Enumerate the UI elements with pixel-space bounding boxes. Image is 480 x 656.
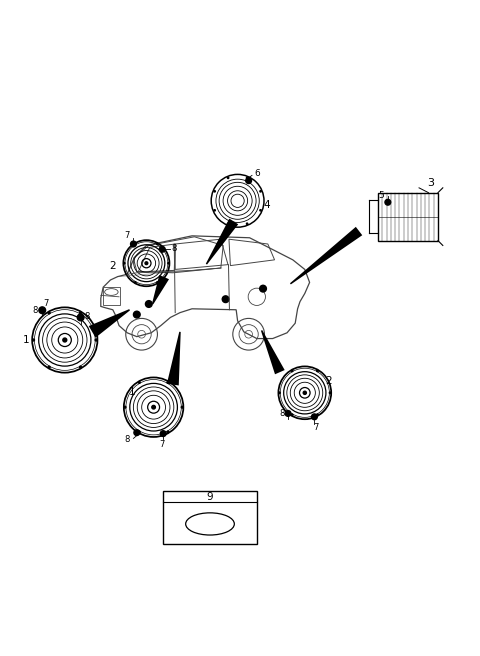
Circle shape <box>285 411 291 417</box>
Polygon shape <box>290 227 362 285</box>
Circle shape <box>291 414 293 415</box>
Text: 7: 7 <box>43 298 48 308</box>
Circle shape <box>77 314 84 321</box>
Text: 8: 8 <box>84 312 90 321</box>
Circle shape <box>291 370 293 372</box>
Bar <box>103 287 120 306</box>
Circle shape <box>279 392 280 394</box>
Text: 7: 7 <box>124 232 130 240</box>
Polygon shape <box>261 330 285 375</box>
Text: 3: 3 <box>428 178 434 188</box>
Circle shape <box>214 210 216 211</box>
Polygon shape <box>152 275 169 304</box>
Text: 6: 6 <box>254 169 260 178</box>
Circle shape <box>145 300 152 308</box>
Circle shape <box>167 431 169 433</box>
Circle shape <box>133 311 140 318</box>
Text: 8: 8 <box>32 306 38 315</box>
Circle shape <box>246 177 248 178</box>
Circle shape <box>231 194 244 207</box>
Bar <box>378 193 438 241</box>
Circle shape <box>152 405 156 409</box>
Circle shape <box>317 370 318 372</box>
Circle shape <box>157 243 158 245</box>
Circle shape <box>160 431 166 436</box>
Text: 7: 7 <box>313 423 319 432</box>
Circle shape <box>33 339 35 341</box>
Circle shape <box>222 296 229 302</box>
Circle shape <box>95 339 97 341</box>
Circle shape <box>181 406 183 408</box>
Text: 1: 1 <box>129 387 135 397</box>
Text: 8: 8 <box>279 409 285 418</box>
Circle shape <box>48 312 50 314</box>
Circle shape <box>228 223 229 224</box>
Circle shape <box>135 243 136 245</box>
Polygon shape <box>167 332 180 386</box>
Circle shape <box>214 191 216 192</box>
Circle shape <box>385 199 391 205</box>
Text: 5: 5 <box>379 192 384 201</box>
Polygon shape <box>206 218 238 264</box>
Circle shape <box>260 285 266 292</box>
Polygon shape <box>89 309 130 338</box>
Text: 9: 9 <box>207 492 213 502</box>
Circle shape <box>123 262 125 264</box>
Text: 7: 7 <box>159 440 165 449</box>
Circle shape <box>145 262 148 264</box>
Circle shape <box>246 223 248 224</box>
Circle shape <box>317 414 318 415</box>
Circle shape <box>168 262 169 264</box>
Text: 2: 2 <box>325 376 332 386</box>
Circle shape <box>80 366 82 368</box>
Text: 2: 2 <box>109 260 116 270</box>
Circle shape <box>167 382 169 383</box>
Circle shape <box>135 281 136 283</box>
Circle shape <box>131 241 136 247</box>
Text: 8: 8 <box>124 435 130 444</box>
Circle shape <box>329 392 331 394</box>
Circle shape <box>312 414 317 420</box>
Circle shape <box>138 431 140 433</box>
Circle shape <box>303 391 306 394</box>
Text: 4: 4 <box>263 199 270 210</box>
Bar <box>163 491 257 544</box>
Circle shape <box>159 247 165 252</box>
Circle shape <box>157 281 158 283</box>
Text: 1: 1 <box>23 335 30 345</box>
Circle shape <box>134 430 140 436</box>
Circle shape <box>228 177 229 178</box>
Circle shape <box>124 406 126 408</box>
Circle shape <box>260 191 261 192</box>
Circle shape <box>63 338 67 342</box>
Circle shape <box>260 210 261 211</box>
Circle shape <box>138 382 140 383</box>
Circle shape <box>246 178 252 184</box>
Circle shape <box>80 312 82 314</box>
Text: 8: 8 <box>171 244 177 253</box>
Circle shape <box>39 307 46 314</box>
Circle shape <box>48 366 50 368</box>
